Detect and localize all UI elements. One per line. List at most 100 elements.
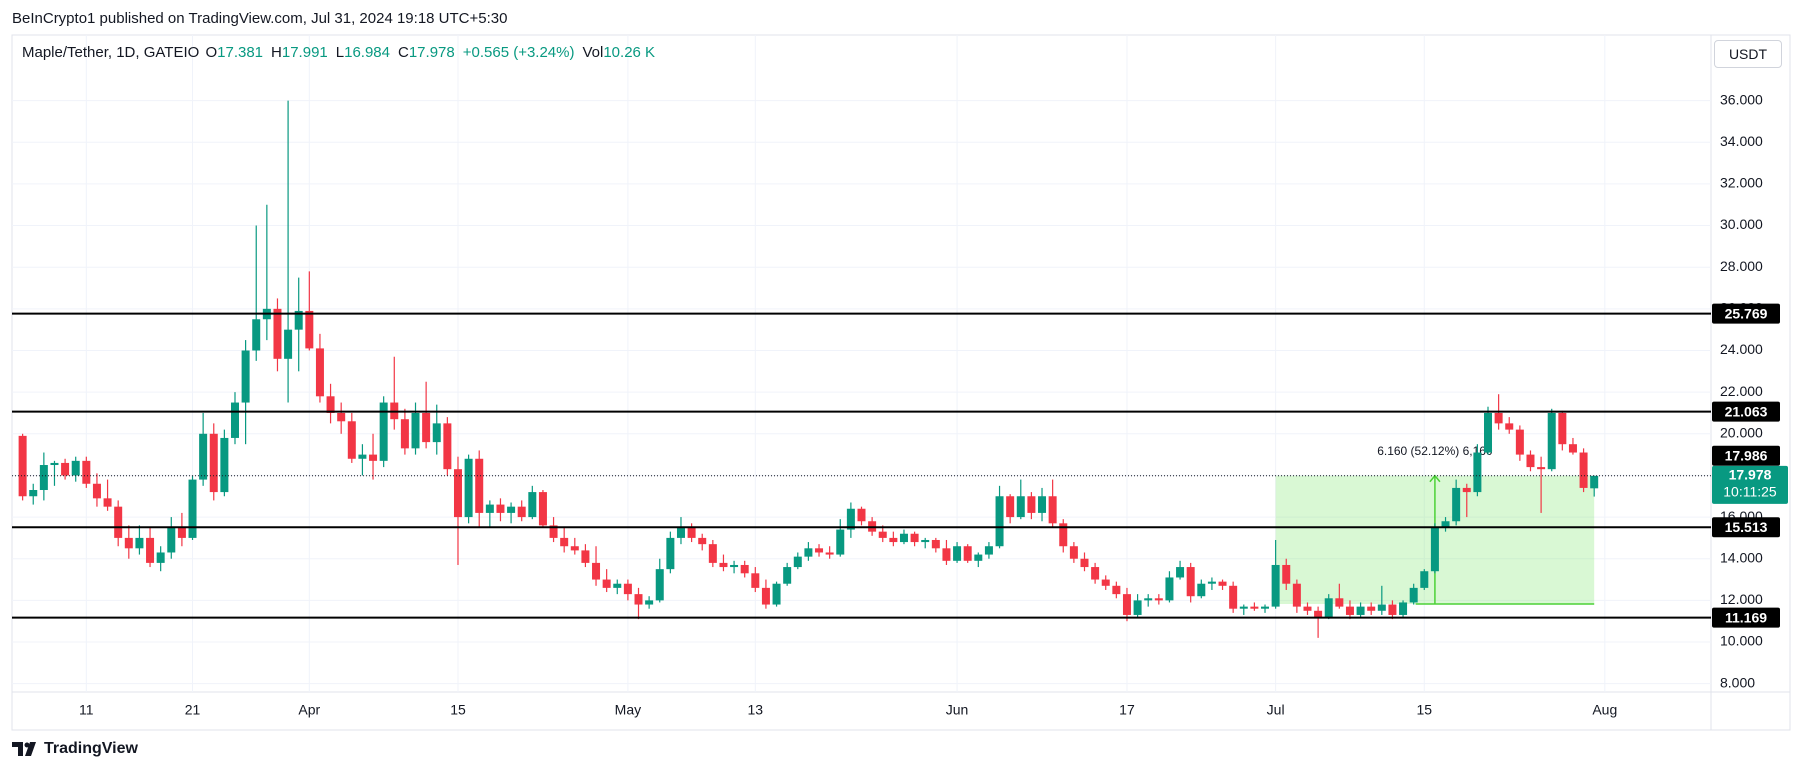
- y-tick-label: 10.000: [1720, 633, 1763, 649]
- y-tick-label: 36.000: [1720, 91, 1763, 107]
- candle-body: [71, 460, 80, 476]
- candle-body: [1165, 577, 1174, 601]
- candle-body: [942, 548, 951, 561]
- candle-body: [1537, 467, 1546, 470]
- candle-body: [783, 567, 792, 584]
- candle-body: [103, 498, 112, 507]
- x-tick-label: May: [615, 702, 641, 718]
- legend-label: H: [271, 44, 282, 61]
- legend-value: 16.984: [344, 44, 390, 61]
- candle-body: [1462, 487, 1471, 493]
- candle-body: [124, 537, 133, 549]
- candle-body: [337, 412, 346, 422]
- candle-body: [687, 527, 696, 538]
- candle-body: [1016, 496, 1025, 518]
- candle-body: [921, 539, 930, 543]
- candle-body: [453, 469, 462, 518]
- x-tick-label: Apr: [298, 702, 320, 718]
- candle-body: [560, 537, 569, 547]
- candle-body: [369, 454, 378, 461]
- x-tick-label: Jul: [1267, 702, 1285, 718]
- candle-body: [549, 525, 558, 538]
- candle-body: [1356, 606, 1365, 615]
- candle-body: [1430, 527, 1439, 572]
- candle-body: [1229, 585, 1238, 609]
- candle-body: [114, 506, 123, 538]
- candle-body: [305, 310, 314, 349]
- candle-body: [1568, 444, 1577, 453]
- candle-body: [82, 460, 91, 484]
- candle-body: [167, 527, 176, 553]
- legend-change: +0.565 (+3.24%): [462, 44, 575, 61]
- candle-body: [18, 435, 27, 497]
- candle-body: [878, 531, 887, 538]
- candle-body: [528, 492, 537, 518]
- candle-body: [1282, 564, 1291, 584]
- candle-body: [974, 554, 983, 561]
- measure-label: 6.160 (52.12%) 6,160: [1377, 444, 1493, 458]
- legend-label: O: [205, 44, 218, 61]
- legend-value: 17.381: [217, 44, 264, 61]
- y-tick-label: 24.000: [1720, 341, 1763, 357]
- candle-body: [1547, 412, 1556, 470]
- candle-body: [910, 533, 919, 543]
- candle-body: [1292, 583, 1301, 607]
- candle-body: [815, 548, 824, 553]
- candle-body: [634, 594, 643, 605]
- x-tick-label: 17: [1119, 702, 1135, 718]
- candle-body: [708, 544, 717, 563]
- candle-body: [1027, 496, 1036, 513]
- candle-body: [751, 573, 760, 588]
- level-label: 25.769: [1725, 305, 1768, 321]
- candle-body: [1250, 606, 1259, 609]
- candle-body: [61, 462, 70, 476]
- candle-body: [1526, 454, 1535, 468]
- candle-body: [857, 508, 866, 522]
- level-label-bg: [1712, 607, 1780, 628]
- level-label: 11.169: [1725, 609, 1767, 625]
- candle-body: [931, 539, 940, 549]
- y-tick-label: 20.000: [1720, 424, 1763, 440]
- legend-value: 10.26 K: [603, 44, 656, 61]
- candle-body: [1420, 571, 1429, 588]
- candle-body: [1441, 521, 1450, 528]
- x-tick-label: 11: [79, 702, 94, 718]
- candle-body: [1059, 523, 1068, 547]
- candle-body: [1324, 598, 1333, 618]
- candle-body: [177, 527, 186, 538]
- candle-body: [1122, 594, 1131, 615]
- candle-body: [1218, 581, 1227, 586]
- candle-body: [252, 319, 261, 351]
- y-tick-label: 22.000: [1720, 383, 1763, 399]
- level-label-bg: [1712, 401, 1780, 422]
- candle-body: [995, 496, 1004, 547]
- level-label: 15.513: [1725, 519, 1768, 535]
- candle-body: [284, 329, 293, 359]
- legend-value: 17.991: [281, 44, 328, 61]
- candle-body: [485, 504, 494, 513]
- candle-body: [379, 402, 388, 461]
- candle-body: [730, 564, 739, 568]
- legend-label: Vol: [582, 44, 604, 61]
- candle-body: [1515, 429, 1524, 455]
- y-tick-label: 32.000: [1720, 175, 1763, 191]
- candle-body: [602, 579, 611, 588]
- y-tick-label: 30.000: [1720, 216, 1763, 232]
- candle-body: [1133, 600, 1142, 615]
- candle-body: [1367, 606, 1376, 611]
- candle-body: [719, 562, 728, 568]
- candle-body: [804, 548, 813, 557]
- candle-body: [422, 412, 431, 443]
- currency-button[interactable]: USDT: [1714, 40, 1782, 68]
- level-label-bg: [1712, 517, 1780, 538]
- candle-body: [1101, 579, 1110, 586]
- candle-body: [50, 462, 59, 466]
- x-tick-label: 13: [748, 702, 764, 718]
- candle-body: [1377, 604, 1386, 611]
- x-tick-label: Aug: [1592, 702, 1617, 718]
- candle-body: [1399, 602, 1408, 615]
- countdown-label: 10:11:25: [1723, 484, 1777, 500]
- candle-body: [1558, 412, 1567, 445]
- symbol-title: Maple/Tether, 1D, GATEIO: [22, 44, 200, 61]
